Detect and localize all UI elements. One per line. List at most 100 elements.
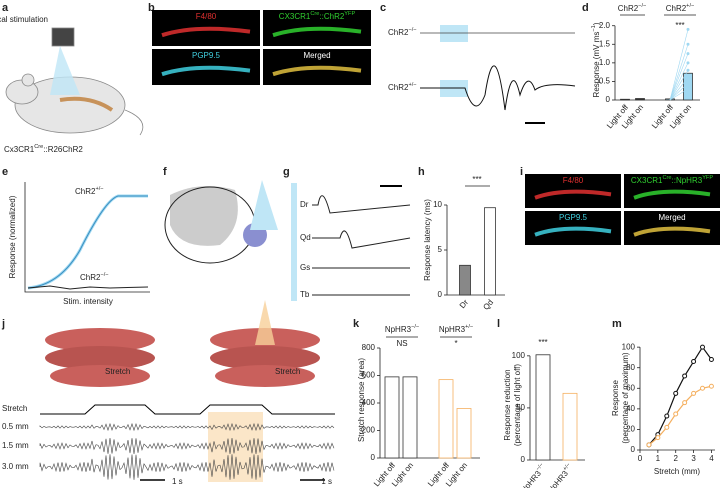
bar <box>456 408 472 459</box>
point <box>655 435 661 441</box>
label-part: −1 <box>591 25 597 31</box>
label: NpHR3+/− <box>439 324 473 334</box>
label: Cx3CR1Cre::R26ChR2 <box>4 144 83 154</box>
point <box>673 390 679 396</box>
label-part: −/− <box>408 27 416 33</box>
micrograph-label: CX3CR1Cre::NpHR3YFP <box>631 175 713 185</box>
label-part: ) <box>592 22 601 25</box>
label-part: ::R26ChR2 <box>43 145 83 154</box>
label: 3 <box>691 454 696 463</box>
label-part: YFP <box>344 11 355 17</box>
micrograph-label: Merged <box>303 51 330 60</box>
emg-trace <box>39 454 335 480</box>
point <box>691 390 697 396</box>
y-tick-label: 0.5 <box>599 77 611 86</box>
label: Response reduction <box>503 369 512 440</box>
point <box>682 400 688 406</box>
axes <box>639 347 715 451</box>
label-part: CX3CR1 <box>631 176 663 185</box>
label-part: YFP <box>702 175 713 181</box>
label: 3.0 mm <box>2 462 29 471</box>
label: 60 <box>626 383 635 392</box>
label: *** <box>675 21 684 30</box>
point <box>708 383 714 389</box>
label-part: Cx3CR1 <box>4 145 35 154</box>
point <box>708 356 714 362</box>
point <box>700 344 705 350</box>
label-part: ChR2 <box>388 83 409 92</box>
micrograph-label: Merged <box>658 213 685 222</box>
mouse-drawing <box>5 27 144 136</box>
label-part: NpHR3 <box>439 325 466 334</box>
bar <box>402 376 418 459</box>
y-tick-label: 0 <box>438 290 443 299</box>
label: 1.5 mm <box>2 441 29 450</box>
y-tick-label: 1.0 <box>599 58 611 67</box>
y-tick-label: 0 <box>521 455 526 464</box>
label: 20 <box>626 425 635 434</box>
label-part: −/− <box>536 462 546 472</box>
cell-signal <box>534 226 612 237</box>
axes <box>24 182 150 293</box>
panel-letter: l <box>497 318 500 330</box>
label-part: ChR2 <box>75 187 96 196</box>
micrograph-label: PGP9.5 <box>559 213 588 222</box>
label: ChR2+/− <box>75 186 104 196</box>
bar <box>484 207 496 296</box>
label: * <box>454 339 457 348</box>
label: *** <box>472 175 481 184</box>
label-part: +/− <box>408 82 416 88</box>
label: Stim. intensity <box>63 297 113 306</box>
label: Stretch (mm) <box>654 467 701 476</box>
paired-line <box>669 62 689 101</box>
paired-line <box>669 53 689 101</box>
x-tick-label: Qd <box>481 298 495 312</box>
label: Gs <box>300 263 310 272</box>
panel-letter: j <box>1 318 5 330</box>
panel-letter: k <box>353 318 360 330</box>
label: Response <box>611 379 620 416</box>
label: 100 <box>622 342 636 351</box>
panel-letter: a <box>2 2 9 14</box>
panel-letter: h <box>418 166 425 178</box>
panel-letter: g <box>283 166 290 178</box>
y-tick-label: 1.5 <box>599 39 611 48</box>
y-tick-label: 10 <box>433 200 442 209</box>
label: Stretch response (area) <box>357 358 366 442</box>
point <box>664 424 670 430</box>
panel-letter: b <box>148 2 155 14</box>
label-part: NpHR3 <box>385 325 412 334</box>
point <box>686 42 690 46</box>
label-part: CX3CR1 <box>279 12 311 21</box>
paired-line <box>669 77 689 101</box>
label: Response (normalized) <box>8 195 17 278</box>
label: 80 <box>626 363 635 372</box>
point <box>686 68 690 72</box>
emg-trace <box>39 422 335 432</box>
paired-line <box>669 44 689 101</box>
bar <box>438 379 454 459</box>
label: 0.5 mm <box>2 422 29 431</box>
panel-letter: i <box>520 166 523 178</box>
label: (percentage of maximum) <box>621 352 630 443</box>
panel-letter: d <box>582 2 589 14</box>
label: 40 <box>626 404 635 413</box>
cell-signal <box>272 65 362 77</box>
label-part: Cre <box>310 11 319 17</box>
label: Optical stimulation <box>0 15 48 24</box>
stim-window <box>291 183 297 301</box>
label-part: ::NpHR3 <box>672 176 703 185</box>
cell-signal <box>272 26 362 38</box>
y-tick-label: 100 <box>512 351 526 360</box>
label: Stretch <box>105 367 130 376</box>
y-tick-label: 600 <box>362 371 376 380</box>
label: 4 <box>709 454 714 463</box>
bar <box>459 264 471 296</box>
point <box>700 385 705 391</box>
bar <box>683 72 693 101</box>
label-part: Cre <box>662 175 671 181</box>
bar <box>384 376 400 459</box>
paired-line <box>669 29 689 101</box>
y-tick-label: 5 <box>438 245 443 254</box>
